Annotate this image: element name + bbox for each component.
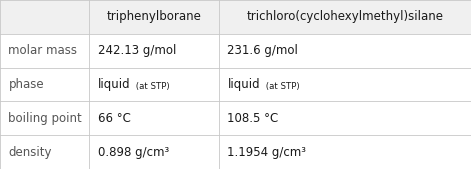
Text: 231.6 g/mol: 231.6 g/mol bbox=[227, 44, 298, 57]
Text: triphenylborane: triphenylborane bbox=[107, 10, 202, 23]
Text: 108.5 °C: 108.5 °C bbox=[227, 112, 279, 125]
Text: 0.898 g/cm³: 0.898 g/cm³ bbox=[98, 146, 169, 159]
Text: boiling point: boiling point bbox=[8, 112, 82, 125]
Text: density: density bbox=[8, 146, 52, 159]
Text: liquid: liquid bbox=[98, 78, 130, 91]
Text: phase: phase bbox=[8, 78, 44, 91]
Text: trichloro(cyclohexylmethyl)silane: trichloro(cyclohexylmethyl)silane bbox=[246, 10, 444, 23]
Text: molar mass: molar mass bbox=[8, 44, 77, 57]
Text: liquid: liquid bbox=[227, 78, 260, 91]
Text: 242.13 g/mol: 242.13 g/mol bbox=[98, 44, 176, 57]
Text: 66 °C: 66 °C bbox=[98, 112, 131, 125]
Bar bbox=[0, 0, 471, 34]
Text: 1.1954 g/cm³: 1.1954 g/cm³ bbox=[227, 146, 307, 159]
Text: (at STP): (at STP) bbox=[133, 82, 170, 91]
Text: (at STP): (at STP) bbox=[263, 82, 300, 91]
